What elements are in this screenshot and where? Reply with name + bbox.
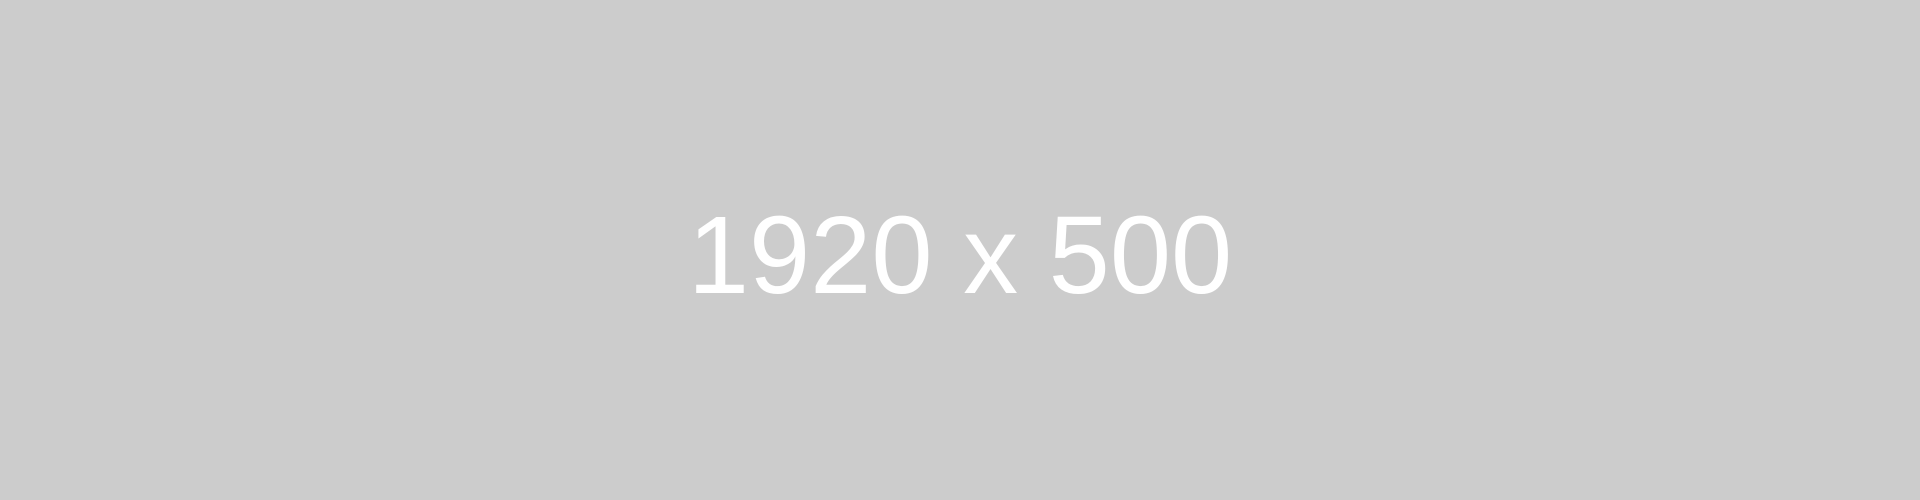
dimension-label: 1920 x 500 <box>687 194 1233 317</box>
